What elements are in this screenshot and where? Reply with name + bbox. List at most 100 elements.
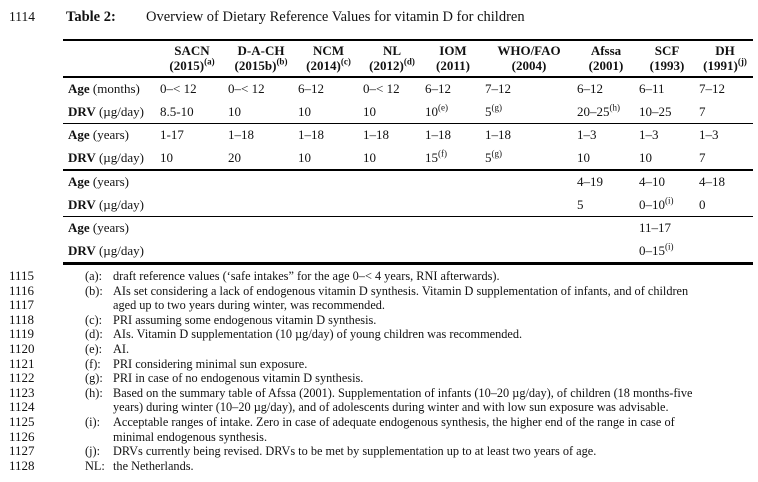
footnote-line-number: 1117 — [9, 297, 35, 313]
table-cell: 1–18 — [361, 123, 423, 147]
footnote: 1124 years) during winter (10–20 µg/day),… — [0, 400, 758, 415]
org-name: DH — [715, 43, 735, 58]
table-cell — [158, 194, 226, 217]
column-header: DH (1991)(j) — [697, 40, 753, 78]
org-year: (2012)(d) — [369, 56, 415, 73]
table-cell — [158, 169, 226, 194]
footnote-line-number: 1123 — [9, 384, 35, 400]
footnote-text: AIs. Vitamin D supplementation (10 µg/da… — [113, 327, 523, 342]
table-cell: 15(f) — [425, 148, 447, 165]
table-row: Age (years) 1-17 1–18 1–18 1–18 1–18 1–18 1–3 1–… — [63, 123, 753, 147]
org-name: NL — [382, 43, 402, 58]
row-label: DRV (µg/day) — [68, 242, 144, 258]
line-number: 1114 — [9, 9, 35, 24]
footnote: 1121 (f): PRI considering minimal sun expo… — [0, 356, 758, 372]
table-row: DRV (µg/day) 8.5-10 10 10 10 10(e) 5(g) 20–25(h… — [63, 101, 753, 124]
table-title: Overview of Dietary Reference Values for… — [146, 9, 525, 25]
table-cell — [423, 216, 483, 240]
footnote-text: Acceptable ranges of intake. Zero in cas… — [113, 414, 675, 429]
footnote: 1120 (e): AI. — [0, 341, 758, 357]
row-label: Age (months) — [68, 81, 140, 97]
column-header: SCF (1993) — [637, 40, 697, 78]
footnote-text: the Netherlands. — [113, 458, 194, 473]
table-cell: 7–12 — [485, 81, 511, 97]
table-cell: 1-17 — [158, 123, 226, 147]
footnote-label — [85, 400, 113, 415]
org-name: WHO/FAO — [497, 43, 561, 58]
footnote-label: (b): — [85, 283, 103, 298]
column-header: NCM (2014)(c) — [296, 40, 361, 78]
footnote-label: (f): — [85, 356, 101, 371]
footnote-label — [85, 298, 113, 313]
table-cell — [423, 194, 483, 217]
footnote: 1115 (a): draft reference values (‘safe in… — [0, 268, 758, 284]
org-year: (1991)(j) — [703, 56, 747, 73]
footnote-text: AIs set considering a lack of endogenous… — [113, 283, 689, 298]
table-cell — [697, 216, 753, 240]
table-cell — [361, 194, 423, 217]
table-cell — [697, 240, 753, 264]
footnote-label: NL: — [85, 458, 105, 473]
row-label: Age (years) — [63, 123, 158, 147]
table-cell — [226, 169, 296, 194]
table-cell: 0–< 12 — [228, 81, 265, 97]
footnotes-section: 1115 (a): draft reference values (‘safe in… — [0, 268, 758, 474]
footnote: 1125 (i): Acceptable ranges of intake. Zer… — [0, 413, 758, 430]
column-header: SACN (2015)(a) — [158, 40, 226, 78]
org-year: (2011) — [436, 58, 470, 73]
table-cell: 1–18 — [226, 123, 296, 147]
footnote: 1119 (d): AIs. Vitamin D supplementation (… — [0, 327, 758, 342]
table-cell: 4–10 — [637, 169, 697, 194]
footnote-line-number: 1128 — [9, 457, 35, 473]
row-label: DRV (µg/day) — [68, 196, 144, 212]
table-cell: 6–11 — [639, 81, 665, 97]
table-cell — [296, 216, 361, 240]
org-year: (2004) — [511, 58, 547, 73]
footnote-text: minimal endogenous synthesis. — [113, 429, 268, 444]
table-row: Age (months) 0–< 12 0–< 12 6–12 0–< 12 6–12 7–… — [63, 77, 753, 101]
table-cell: 6–12 — [425, 81, 451, 97]
table-cell — [158, 216, 226, 240]
footnote-line-number: 1125 — [9, 413, 35, 429]
table-cell — [483, 194, 575, 217]
table-cell — [361, 216, 423, 240]
org-year: (2015)(a) — [169, 56, 215, 73]
footnote-label — [85, 430, 113, 445]
org-year: (2001) — [588, 58, 624, 73]
table-cell: 4–18 — [697, 169, 753, 194]
table-cell: 0–10(i) — [639, 195, 674, 212]
footnote: 1122 (g): PRI in case of no endogenous vit… — [0, 371, 758, 386]
footnote-label: (e): — [85, 341, 103, 356]
table-cell — [483, 216, 575, 240]
table-cell: 10 — [298, 149, 311, 165]
table-cell: 0–15(i) — [639, 241, 674, 258]
table-cell: 1–18 — [296, 123, 361, 147]
table-cell: 10 — [639, 149, 652, 165]
table-cell — [483, 169, 575, 194]
org-name: Afssa — [590, 43, 622, 58]
table-cell: 1–3 — [637, 123, 697, 147]
table-row: DRV (µg/day) 0–15(i) — [63, 240, 753, 264]
table-cell — [158, 240, 226, 264]
column-header: D-A-CH (2015b)(b) — [226, 40, 296, 78]
footnote-label: (d): — [85, 327, 103, 342]
table-row: Age (years) 4–19 4–10 4–18 — [63, 169, 753, 194]
footnote-text: PRI assuming some endogenous vitamin D s… — [113, 312, 377, 327]
footnote-line-number: 1124 — [9, 399, 35, 415]
table-cell: 7 — [699, 103, 706, 119]
table-cell: 10–25 — [639, 103, 672, 119]
table-cell: 1–18 — [423, 123, 483, 147]
row-label: Age (years) — [63, 216, 158, 240]
table-header-row: SACN (2015)(a) D-A-CH (2015b)(b) NCM (2014)(c… — [63, 40, 753, 78]
footnote-text: draft reference values (‘safe intakes” f… — [113, 269, 500, 283]
table-row: DRV (µg/day) 5 0–10(i) 0 — [63, 194, 753, 217]
org-name: NCM — [312, 43, 345, 58]
table-cell — [575, 240, 637, 264]
footnote: 1128 NL: the Netherlands. — [0, 457, 758, 474]
table-cell — [361, 240, 423, 264]
table-cell: 5 — [577, 196, 584, 212]
table-label: Table 2: — [66, 9, 116, 25]
column-header: Afssa (2001) — [575, 40, 637, 78]
table-cell — [423, 240, 483, 264]
